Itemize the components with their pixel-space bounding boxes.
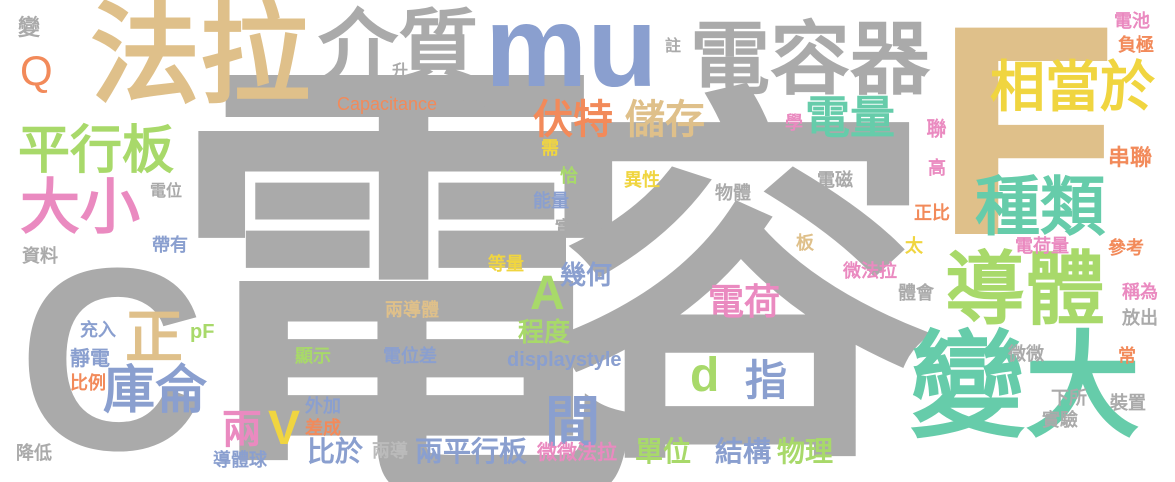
word-c: C <box>18 215 206 482</box>
word-wuti: 物體 <box>715 183 751 204</box>
word-rong: 容 <box>545 58 935 482</box>
word-jiangdi: 降低 <box>16 443 52 464</box>
word-liangdaoti: 兩導體 <box>385 300 439 321</box>
word-changshu: 常數 <box>462 93 498 114</box>
word-fangchu: 放出 <box>1122 308 1158 329</box>
word-xiangdangyu: 相當於 <box>990 55 1156 119</box>
word-fuji: 負極 <box>1118 35 1154 56</box>
word-dianrongqi: 電容器 <box>690 13 930 106</box>
word-chengdu: 程度 <box>518 318 571 348</box>
word-chang: 常 <box>1118 346 1136 367</box>
word-zhi: 指 <box>745 356 788 405</box>
word-tai: 太 <box>905 236 923 257</box>
word-jingdian: 靜電 <box>70 346 110 370</box>
word-xianshi: 顯示 <box>295 346 331 367</box>
word-biyu: 比於 <box>307 435 364 468</box>
word-weiweifala: 微微法拉 <box>537 440 617 464</box>
word-nengliang: 能量 <box>533 191 569 212</box>
word-jiezhi: 介質 <box>318 1 478 94</box>
word-pingxingban: 平行板 <box>18 121 175 181</box>
word-dianci: 電磁 <box>817 170 853 191</box>
word-dianheliang: 電荷量 <box>1015 236 1069 257</box>
word-displaystyle: displaystyle <box>507 349 622 371</box>
word-daotiqiu: 導體球 <box>213 450 267 471</box>
word-liang: 兩 <box>222 407 262 453</box>
word-dianchi: 電池 <box>1114 11 1150 32</box>
word-a: A <box>530 267 565 320</box>
word-lian: 聯 <box>923 118 947 138</box>
word-daoti: 導體 <box>945 243 1105 336</box>
word-zheng: 正 <box>125 303 184 371</box>
word-dian: 電 <box>170 21 640 482</box>
word-danwei: 單位 <box>635 435 692 468</box>
word-yixing: 異性 <box>624 170 660 191</box>
word-liangpingxingban: 兩平行板 <box>415 435 528 468</box>
word-xiasuo: 下所 <box>1051 388 1087 409</box>
word-ban: 板 <box>796 233 814 254</box>
word-shiyong: 實用 <box>555 218 591 239</box>
word-weiwei: 微微 <box>1008 344 1044 365</box>
word-zhengbi: 正比 <box>914 203 950 224</box>
word-dianweicha: 電位差 <box>383 346 437 367</box>
word-f: F <box>935 0 1119 298</box>
word-waijia: 外加 <box>305 396 341 417</box>
word-biandi: 變大 <box>910 320 1141 454</box>
word-xu: 需 <box>541 138 559 159</box>
word-jihe: 幾何 <box>560 261 613 291</box>
word-fute: 伏特 <box>533 97 613 143</box>
word-bian: 變 <box>18 16 41 41</box>
word-bili: 比例 <box>70 373 106 394</box>
word-chengwei: 稱為 <box>1122 282 1158 303</box>
word-dianwei: 電位 <box>150 181 183 200</box>
word-jiegou: 結構 <box>715 435 772 468</box>
word-sheng: 升 <box>392 61 409 80</box>
word-zhuangzhi: 裝置 <box>1110 393 1146 414</box>
word-qia: 恰 <box>560 166 578 187</box>
word-chucun: 儲存 <box>625 97 705 143</box>
word-chacheng: 差成 <box>305 418 341 439</box>
word-wuli: 物理 <box>777 435 834 468</box>
word-mu: mu <box>485 0 658 111</box>
word-fala: 法拉 <box>90 0 310 119</box>
word-dianhe: 電荷 <box>708 282 781 323</box>
word-jian: 間 <box>545 390 601 454</box>
word-zhu: 註 <box>665 36 682 55</box>
word-liangdao: 兩導 <box>372 441 408 462</box>
word-gao: 高 <box>928 158 946 179</box>
word-tihui: 體會 <box>898 283 934 304</box>
word-d: d <box>690 349 720 402</box>
word-dianliang: 電量 <box>805 91 896 144</box>
word-daiyou: 帶有 <box>152 235 188 256</box>
word-pf: pF <box>190 321 215 343</box>
word-chuanlian: 串聯 <box>1108 146 1153 171</box>
word-ziliao: 資料 <box>22 246 58 267</box>
word-shiyan: 實驗 <box>1042 410 1078 431</box>
word-weifala: 微法拉 <box>843 261 897 282</box>
word-chongru: 充入 <box>80 320 116 341</box>
word-xue: 學 <box>785 113 803 134</box>
word-zhonglei: 種類 <box>975 170 1106 245</box>
word-q: Q <box>20 47 53 94</box>
word-kulun: 庫侖 <box>103 361 208 421</box>
word-capacitance: Capacitance <box>337 94 438 114</box>
word-v: V <box>268 402 301 455</box>
word-daxiao: 大小 <box>20 173 140 243</box>
word-dengliang: 等量 <box>488 254 524 275</box>
word-cankao: 參考 <box>1108 238 1144 259</box>
